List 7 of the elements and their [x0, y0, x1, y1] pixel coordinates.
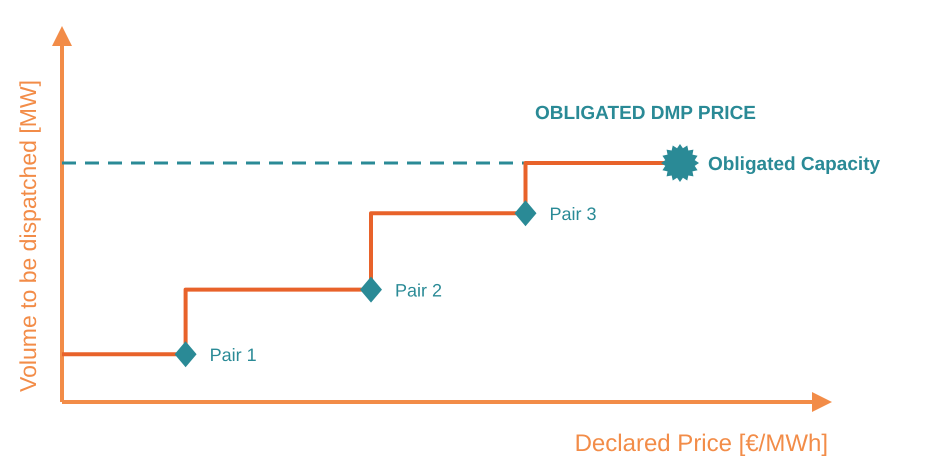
annotation: Pair 2 — [395, 280, 442, 301]
y-axis-title: Volume to be dispatched [MW] — [15, 80, 41, 392]
annotation: Pair 1 — [210, 345, 257, 366]
ref-line-label: OBLIGATED DMP PRICE — [535, 103, 756, 124]
text: Obligated Capacity — [708, 154, 881, 175]
annotation: Pair 3 — [550, 204, 597, 224]
x-axis-title: Declared Price [€/MWh] — [574, 430, 828, 457]
